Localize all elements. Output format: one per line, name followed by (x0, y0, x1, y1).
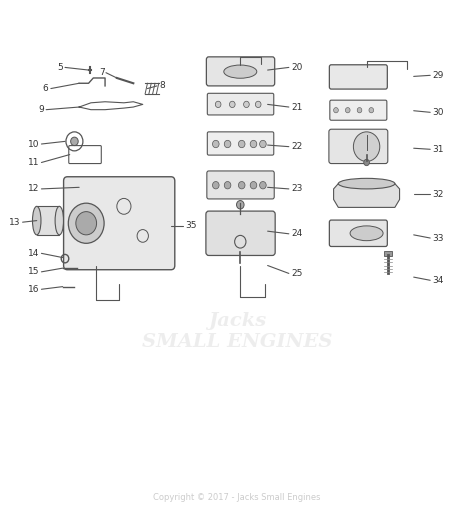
Ellipse shape (33, 207, 41, 235)
FancyBboxPatch shape (207, 171, 274, 199)
Text: 6: 6 (43, 84, 48, 93)
Circle shape (354, 132, 380, 161)
FancyBboxPatch shape (206, 211, 275, 255)
Text: 30: 30 (433, 108, 444, 117)
Circle shape (212, 182, 219, 189)
Text: 33: 33 (433, 234, 444, 243)
Ellipse shape (224, 65, 257, 78)
Circle shape (224, 182, 231, 189)
FancyBboxPatch shape (329, 220, 387, 246)
Text: 12: 12 (27, 184, 39, 193)
Text: 13: 13 (9, 218, 20, 227)
Text: 14: 14 (27, 249, 39, 258)
Circle shape (346, 108, 350, 113)
Circle shape (71, 137, 78, 145)
Circle shape (68, 203, 104, 243)
FancyBboxPatch shape (207, 93, 274, 115)
Text: Jacks
SMALL ENGINES: Jacks SMALL ENGINES (142, 312, 332, 351)
Text: 29: 29 (433, 71, 444, 80)
Circle shape (369, 108, 374, 113)
Ellipse shape (55, 207, 64, 235)
Text: 22: 22 (291, 142, 302, 151)
Circle shape (229, 101, 235, 108)
Circle shape (334, 108, 338, 113)
Text: 5: 5 (57, 63, 63, 72)
Circle shape (238, 140, 245, 148)
Text: 20: 20 (291, 63, 302, 72)
Text: 16: 16 (27, 285, 39, 294)
Circle shape (260, 182, 266, 189)
Circle shape (237, 201, 244, 209)
Text: 15: 15 (27, 267, 39, 276)
Ellipse shape (350, 226, 383, 241)
FancyBboxPatch shape (329, 129, 388, 164)
Text: 21: 21 (291, 102, 302, 112)
Bar (36, 207, 59, 235)
Circle shape (224, 140, 231, 148)
FancyBboxPatch shape (207, 132, 274, 155)
Bar (384, 251, 392, 256)
Text: Copyright © 2017 - Jacks Small Engines: Copyright © 2017 - Jacks Small Engines (153, 493, 321, 502)
Circle shape (212, 140, 219, 148)
Circle shape (357, 108, 362, 113)
Circle shape (260, 140, 266, 148)
Text: 25: 25 (291, 269, 302, 278)
Text: 31: 31 (433, 145, 444, 154)
Circle shape (250, 182, 257, 189)
Ellipse shape (338, 178, 395, 189)
Circle shape (364, 159, 369, 166)
Text: 8: 8 (159, 81, 165, 90)
Text: 23: 23 (291, 184, 302, 193)
Text: 7: 7 (100, 68, 105, 77)
Circle shape (250, 140, 257, 148)
Circle shape (215, 101, 221, 108)
Circle shape (255, 101, 261, 108)
Polygon shape (334, 184, 400, 208)
Circle shape (76, 212, 97, 235)
Circle shape (244, 101, 249, 108)
FancyBboxPatch shape (330, 100, 387, 120)
Circle shape (238, 182, 245, 189)
FancyBboxPatch shape (64, 177, 175, 270)
Text: 35: 35 (185, 221, 197, 230)
Text: 24: 24 (291, 229, 302, 238)
Text: 32: 32 (433, 190, 444, 199)
FancyBboxPatch shape (329, 65, 387, 89)
Text: 34: 34 (433, 276, 444, 285)
Text: 11: 11 (27, 158, 39, 167)
Text: 10: 10 (27, 140, 39, 149)
Text: 9: 9 (38, 105, 44, 114)
FancyBboxPatch shape (206, 57, 275, 86)
